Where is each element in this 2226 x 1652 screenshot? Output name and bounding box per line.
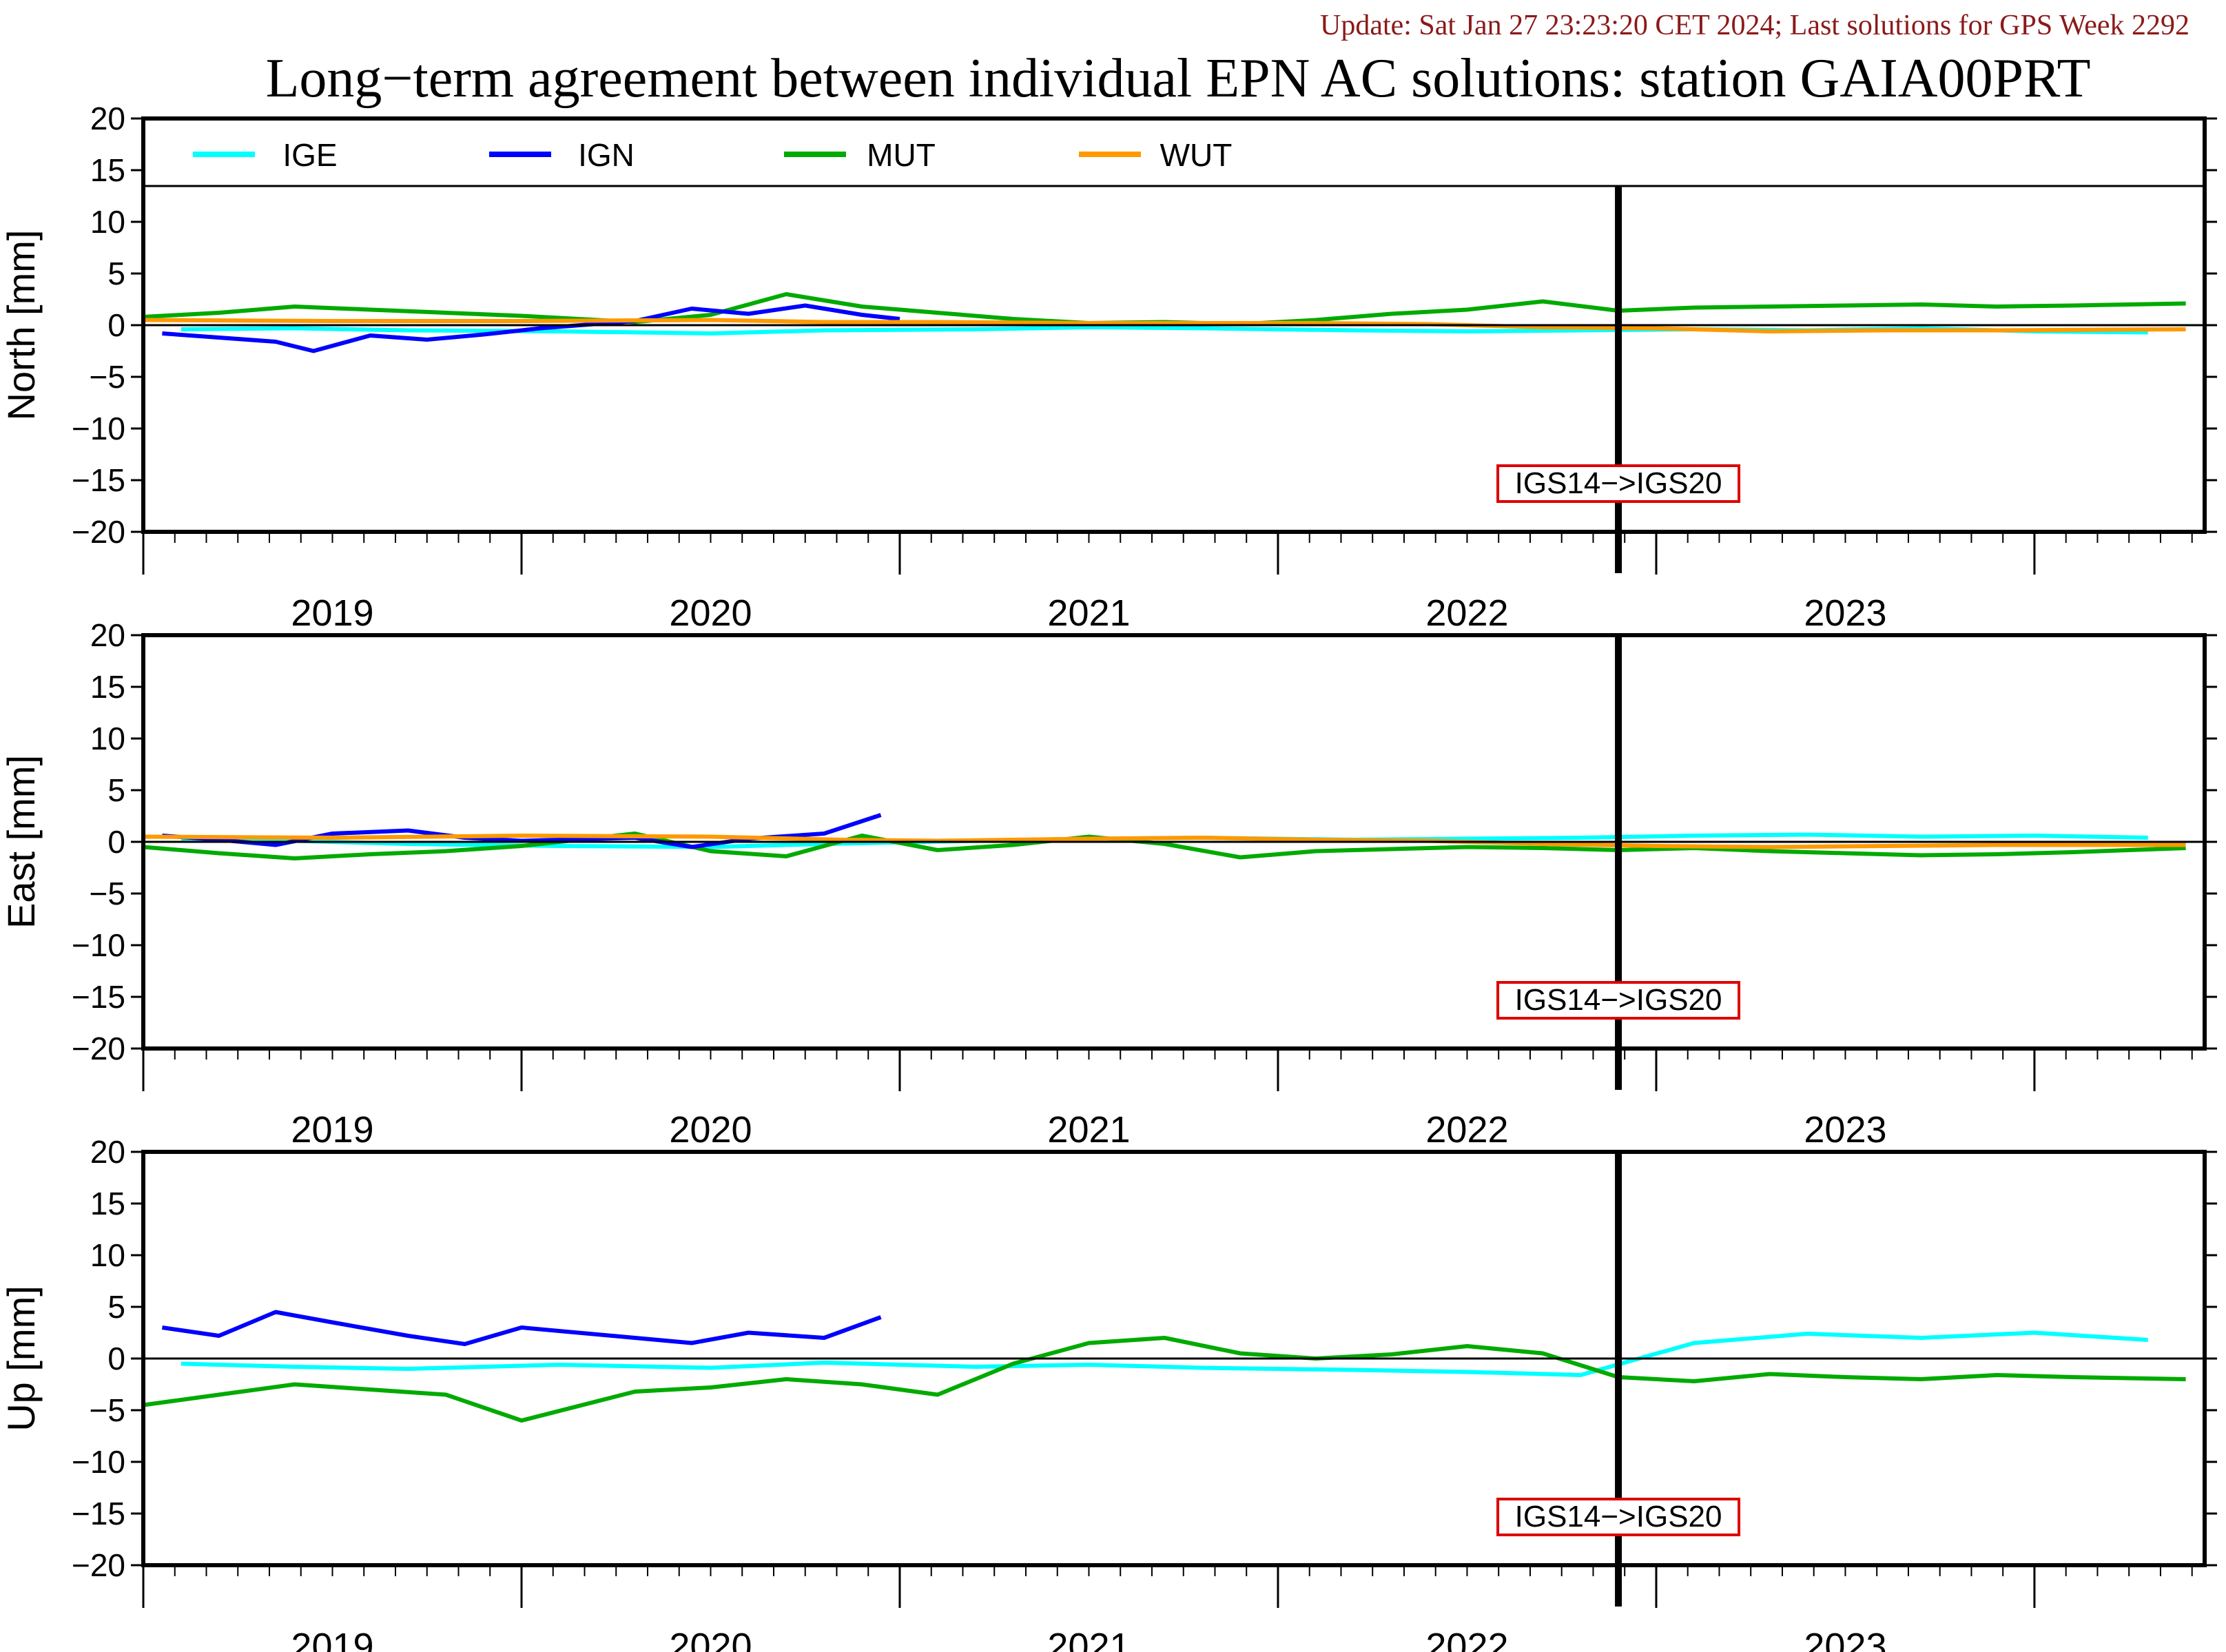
x-year-label: 2022 — [1425, 1626, 1508, 1652]
x-year-label: 2020 — [669, 592, 752, 634]
y-tick-label: 15 — [90, 669, 125, 705]
x-year-label: 2022 — [1425, 592, 1508, 634]
y-axis-label: North [mm] — [0, 230, 43, 421]
legend-label-ige: IGE — [282, 137, 337, 173]
chart-title: Long−term agreement between individual E… — [266, 48, 2091, 109]
y-tick-label: 5 — [107, 772, 125, 808]
y-tick-label: −20 — [72, 1547, 125, 1583]
y-tick-label: 10 — [90, 204, 125, 240]
x-year-label: 2021 — [1047, 1626, 1130, 1652]
x-year-label: 2021 — [1047, 1109, 1130, 1150]
y-tick-label: 5 — [107, 256, 125, 291]
y-tick-label: −20 — [72, 1031, 125, 1066]
frame-change-label: IGS14−>IGS20 — [1515, 983, 1722, 1017]
series-group — [143, 813, 2186, 860]
y-tick-label: −15 — [72, 1496, 125, 1531]
legend-label-wut: WUT — [1160, 137, 1233, 173]
y-tick-label: −5 — [90, 1392, 125, 1428]
series-line-wut — [143, 318, 2186, 333]
y-tick-label: 0 — [107, 1341, 125, 1376]
series-line-mut — [143, 832, 2186, 860]
y-tick-label: −20 — [72, 514, 125, 550]
y-tick-label: −5 — [90, 359, 125, 395]
x-year-label: 2022 — [1425, 1109, 1508, 1150]
y-tick-label: −10 — [72, 1444, 125, 1480]
frame-change-label: IGS14−>IGS20 — [1515, 1500, 1722, 1534]
panels-group: IGE IGN MUT WUT IGS14−>IGS20 20 15 10 5 0 −5 −10 −15… — [0, 101, 2217, 1652]
y-axis-label: Up [mm] — [0, 1286, 43, 1432]
series-group — [143, 292, 2186, 353]
x-year-label: 2023 — [1804, 592, 1886, 634]
x-year-label: 2019 — [291, 592, 373, 634]
y-tick-label: 15 — [90, 1186, 125, 1221]
y-tick-label: 20 — [90, 1134, 125, 1170]
panel-2: IGS14−>IGS20 20 15 10 5 0 −5 −10 −15 −20 East [mm]… — [0, 617, 2217, 1150]
series-line-ign — [161, 1310, 882, 1346]
y-tick-label: 20 — [90, 101, 125, 136]
y-tick-label: 15 — [90, 152, 125, 188]
series-line-ige — [181, 1330, 2148, 1377]
x-year-label: 2021 — [1047, 592, 1130, 634]
series-line-mut — [143, 1336, 2186, 1423]
y-tick-label: −10 — [72, 927, 125, 963]
y-tick-label: 10 — [90, 721, 125, 756]
y-tick-label: 0 — [107, 307, 125, 343]
series-line-wut — [143, 834, 2186, 849]
y-tick-label: −15 — [72, 462, 125, 498]
frame-change-box — [1496, 464, 1741, 503]
y-tick-label: 5 — [107, 1289, 125, 1325]
frame-change-box — [1496, 981, 1741, 1020]
series-group — [143, 1310, 2186, 1423]
legend-label-ign: IGN — [578, 137, 635, 173]
update-timestamp: Update: Sat Jan 27 23:23:20 CET 2024; La… — [1320, 10, 2189, 41]
y-tick-label: 10 — [90, 1237, 125, 1273]
y-tick-label: 20 — [90, 617, 125, 653]
x-year-label: 2020 — [669, 1626, 752, 1652]
x-year-label: 2023 — [1804, 1109, 1886, 1150]
y-tick-label: −10 — [72, 411, 125, 446]
x-year-label: 2023 — [1804, 1626, 1886, 1652]
y-axis-label: East [mm] — [0, 755, 43, 929]
series-line-ign — [162, 303, 900, 353]
x-year-label: 2019 — [291, 1626, 373, 1652]
y-tick-label: −15 — [72, 979, 125, 1015]
panel-1: IGE IGN MUT WUT IGS14−>IGS20 20 15 10 5 0 −5 −10 −15… — [0, 101, 2217, 634]
y-tick-label: 0 — [107, 824, 125, 860]
panel-3: IGS14−>IGS20 20 15 10 5 0 −5 −10 −15 −20 Up [mm] 20… — [0, 1134, 2217, 1652]
frame-change-label: IGS14−>IGS20 — [1515, 466, 1722, 500]
y-tick-label: −5 — [90, 876, 125, 911]
x-year-label: 2020 — [669, 1109, 752, 1150]
legend-label-mut: MUT — [867, 137, 936, 173]
frame-change-box — [1496, 1498, 1741, 1536]
x-year-label: 2019 — [291, 1109, 373, 1150]
